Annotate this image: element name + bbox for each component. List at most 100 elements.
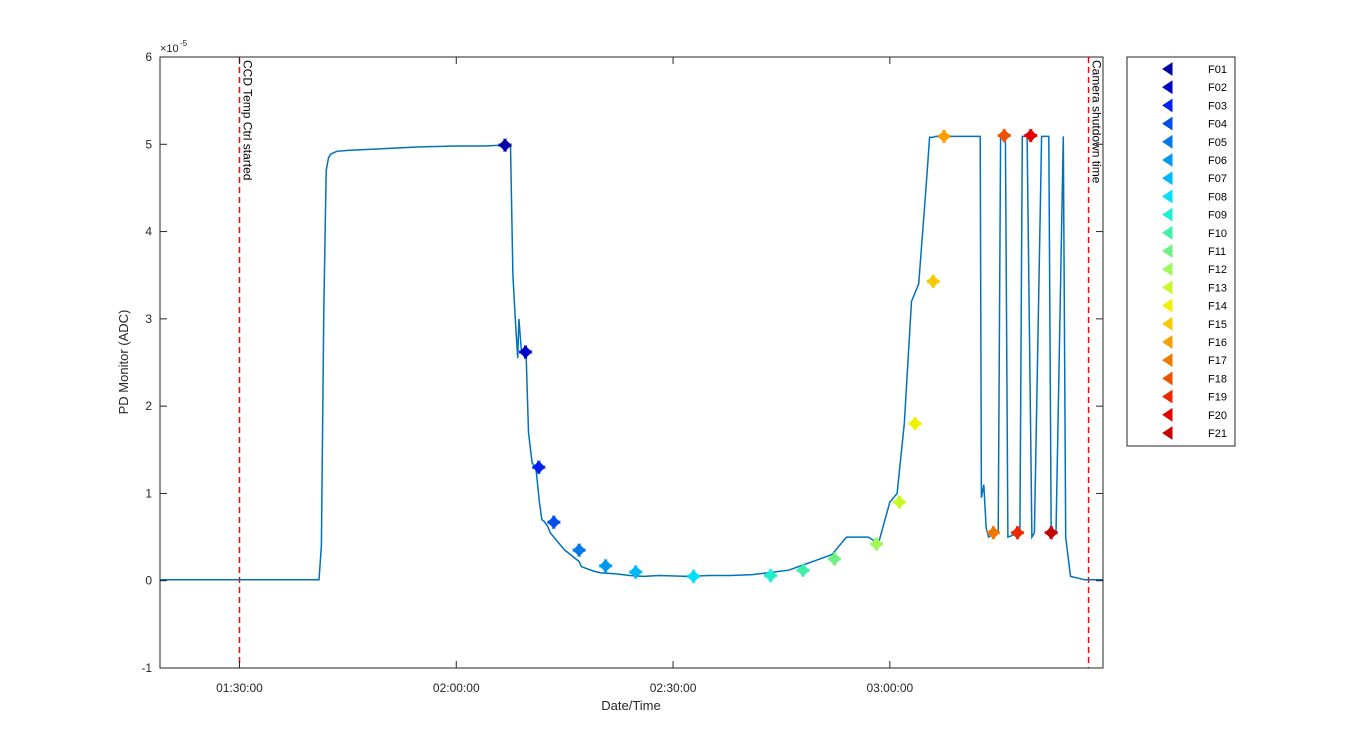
marker-F14 <box>908 416 923 431</box>
legend-item-F11: F11 <box>1162 244 1226 258</box>
y-tick-label: 2 <box>145 399 152 413</box>
legend-item-F09: F09 <box>1162 207 1227 222</box>
marker-F20 <box>1023 128 1038 143</box>
legend-label: F21 <box>1208 428 1227 440</box>
legend-item-F04: F04 <box>1162 116 1227 131</box>
legend-marker <box>1162 244 1173 258</box>
marker-F10 <box>796 563 811 578</box>
legend-box <box>1126 56 1236 447</box>
legend-marker <box>1162 353 1173 368</box>
marker-F01 <box>497 138 513 153</box>
legend-label: F15 <box>1208 319 1227 331</box>
legend-item-F10: F10 <box>1162 225 1227 240</box>
legend-marker <box>1162 134 1173 149</box>
legend-marker <box>1162 80 1173 95</box>
y-tick-label: 6 <box>145 50 152 64</box>
legend-item-F01: F01 <box>1162 62 1227 76</box>
legend-label: F13 <box>1208 282 1227 294</box>
legend-label: F10 <box>1208 228 1227 240</box>
legend-marker <box>1162 298 1173 313</box>
y-tick-label: 1 <box>145 486 152 500</box>
y-exponent-base: ×10 <box>160 43 179 55</box>
legend-label: F02 <box>1208 82 1227 94</box>
legend-item-F03: F03 <box>1162 98 1227 113</box>
legend-label: F08 <box>1208 191 1227 203</box>
legend-item-F20: F20 <box>1162 407 1227 422</box>
marker-F18 <box>997 128 1012 143</box>
legend-marker <box>1162 207 1173 222</box>
marker-F12 <box>869 536 884 552</box>
legend-label: F09 <box>1208 210 1227 222</box>
marker-F16 <box>936 129 952 144</box>
vline-label-1: CCD Temp Ctrl started <box>240 60 254 180</box>
legend-item-F15: F15 <box>1162 316 1227 331</box>
marker-F11 <box>827 551 842 566</box>
y-axis-label: PD Monitor (ADC) <box>116 310 131 415</box>
marker-F04 <box>546 515 561 530</box>
marker-F06 <box>598 558 613 573</box>
marker-F09 <box>763 568 778 583</box>
legend-marker <box>1162 62 1173 76</box>
legend-item-F19: F19 <box>1162 389 1227 404</box>
legend-item-F02: F02 <box>1162 80 1227 95</box>
marker-F19 <box>1010 525 1025 540</box>
marker-F13 <box>892 495 907 510</box>
legend-label: F04 <box>1208 119 1227 131</box>
marker-F03 <box>531 460 546 475</box>
y-exponent-power: -5 <box>180 39 188 48</box>
legend-item-F14: F14 <box>1162 298 1227 313</box>
plot-frame <box>159 56 1104 669</box>
marker-F02 <box>518 344 533 360</box>
vertical-reference-lines: CCD Temp Ctrl started Camera shutdown tim… <box>238 57 1104 668</box>
legend-label: F20 <box>1208 410 1227 422</box>
legend-marker <box>1162 262 1173 277</box>
y-exponent-label: ×10 -5 <box>160 39 188 55</box>
legend-item-F07: F07 <box>1162 171 1227 186</box>
legend-marker <box>1162 389 1173 404</box>
legend-label: F12 <box>1208 264 1227 276</box>
marker-F15 <box>926 274 941 289</box>
legend-label: F01 <box>1208 64 1227 76</box>
x-tick-label: 02:00:00 <box>433 681 480 695</box>
legend-marker <box>1162 189 1173 204</box>
legend-item-F13: F13 <box>1162 280 1227 295</box>
y-tick-label: -1 <box>141 661 152 675</box>
legend-marker <box>1162 407 1173 422</box>
marker-F17 <box>986 525 1001 540</box>
legend-label: F14 <box>1208 301 1227 313</box>
legend-marker <box>1162 280 1173 295</box>
legend-marker <box>1162 426 1173 440</box>
marker-F05 <box>572 543 587 558</box>
filter-markers <box>497 128 1059 584</box>
legend: F01 F02 F03 F04 F05 F06 F07 F08 F09 F10 F11 F12 F13 F… <box>1162 62 1227 440</box>
legend-label: F11 <box>1208 246 1226 258</box>
legend-marker <box>1162 98 1173 113</box>
legend-item-F05: F05 <box>1162 134 1227 149</box>
legend-label: F07 <box>1208 173 1227 185</box>
legend-marker <box>1162 225 1173 240</box>
legend-marker <box>1162 171 1173 186</box>
legend-item-F18: F18 <box>1162 371 1227 386</box>
y-tick-label: 5 <box>145 137 152 151</box>
plot-area <box>160 57 1103 668</box>
legend-label: F05 <box>1208 137 1227 149</box>
legend-item-F17: F17 <box>1162 353 1227 368</box>
x-tick-label: 03:00:00 <box>866 681 913 695</box>
legend-label: F06 <box>1208 155 1227 167</box>
legend-marker <box>1162 316 1173 331</box>
x-axis-label: Date/Time <box>601 698 660 713</box>
vline-label-2: Camera shutdown time <box>1090 60 1104 184</box>
marker-F08 <box>686 569 701 584</box>
legend-item-F06: F06 <box>1162 153 1227 167</box>
legend-marker <box>1162 371 1173 386</box>
x-tick-label: 01:30:00 <box>216 681 263 695</box>
legend-label: F17 <box>1208 355 1227 367</box>
y-tick-label: 3 <box>145 312 152 326</box>
axis-ticks: -1 0 1 2 3 4 5 6 01:30:00 02:00:00 02:30:00 03:00:0… <box>141 50 1103 695</box>
y-tick-label: 4 <box>145 225 152 239</box>
legend-marker <box>1162 335 1173 349</box>
legend-item-F12: F12 <box>1162 262 1227 277</box>
legend-marker <box>1162 153 1173 167</box>
marker-F21 <box>1044 525 1059 540</box>
